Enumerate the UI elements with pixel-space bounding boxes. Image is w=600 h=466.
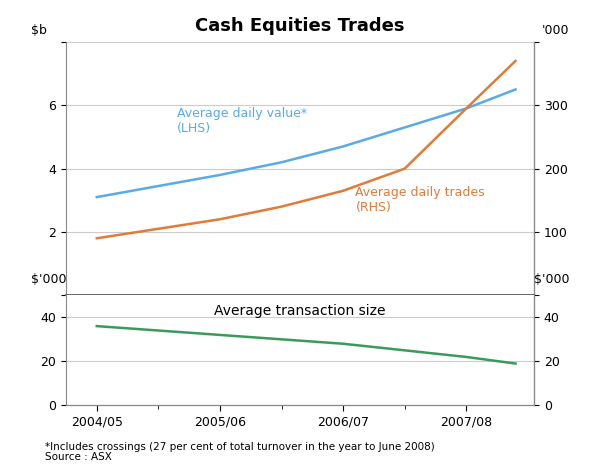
Text: '000: '000 xyxy=(542,24,569,37)
Text: $b: $b xyxy=(31,24,47,37)
Text: $'000: $'000 xyxy=(31,274,67,287)
Text: Average transaction size: Average transaction size xyxy=(214,304,386,318)
Text: Average daily trades
(RHS): Average daily trades (RHS) xyxy=(355,186,485,214)
Text: $'000: $'000 xyxy=(533,274,569,287)
Text: Source : ASX: Source : ASX xyxy=(45,452,112,462)
Text: *Includes crossings (27 per cent of total turnover in the year to June 2008): *Includes crossings (27 per cent of tota… xyxy=(45,442,435,452)
Text: Average daily value*
(LHS): Average daily value* (LHS) xyxy=(177,107,307,135)
Title: Cash Equities Trades: Cash Equities Trades xyxy=(195,17,405,35)
